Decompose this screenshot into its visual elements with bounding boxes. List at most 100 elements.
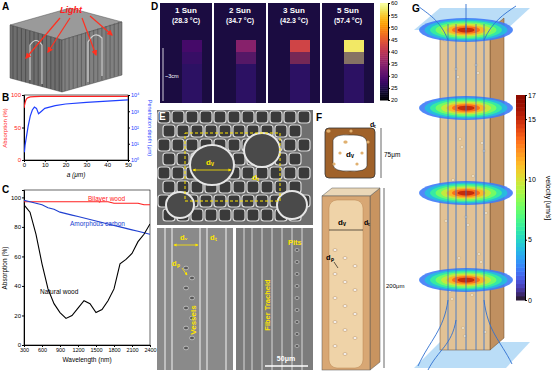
tick-label: 20 [391, 97, 398, 103]
colorbar-axis: 202530354045505560 [388, 0, 398, 103]
line [24, 202, 150, 205]
colorbar-cell [516, 185, 525, 190]
cell [158, 111, 170, 123]
pit [461, 327, 465, 329]
sample-top [236, 40, 256, 52]
tick-mark [388, 64, 390, 65]
tick: 5 [525, 236, 532, 243]
sample-body [344, 50, 364, 103]
panel-label: G [412, 3, 420, 14]
cell [163, 153, 175, 165]
cell-wall [199, 228, 201, 370]
light-arrow [82, 18, 96, 55]
sem-image [157, 228, 233, 370]
tick: 30 [84, 160, 91, 168]
tube-top [322, 188, 380, 196]
tick-label: 1800 [108, 347, 120, 353]
colorbar-cell [516, 230, 525, 235]
colorbar-cell [516, 263, 525, 268]
tick-mark [22, 160, 24, 161]
streamline [418, 6, 448, 40]
colorbar-cell [516, 259, 525, 264]
cell [186, 111, 198, 123]
cell [191, 125, 203, 137]
cell [261, 209, 273, 221]
pit-diameter-label: dₚ [326, 253, 334, 262]
streamline [476, 24, 477, 350]
colorbar-cell [516, 284, 525, 289]
pit [295, 321, 299, 324]
colorbar-cell [516, 267, 525, 272]
light-arrow [26, 18, 60, 58]
pit [333, 273, 337, 276]
cell [219, 209, 231, 221]
colorbar-cell [516, 247, 525, 252]
tick: 30 [388, 73, 398, 79]
pit [353, 313, 357, 316]
thickness-label: dₜ [210, 233, 217, 242]
grain [349, 129, 352, 132]
y-axis-title: Absorption (%) [2, 108, 8, 148]
grain [326, 129, 329, 132]
fiber [114, 23, 115, 76]
sample-body [236, 50, 256, 103]
sample-mid [236, 50, 256, 64]
cell [284, 167, 296, 179]
fiber [69, 38, 70, 90]
tick: 40 [14, 283, 24, 289]
pit [295, 345, 299, 348]
tick-mark [525, 179, 527, 180]
tick: 60 [14, 254, 24, 260]
pit [476, 72, 480, 74]
pointer [182, 268, 187, 275]
tick-label: 600 [38, 347, 47, 353]
cell [256, 111, 268, 123]
tick: 100 [11, 92, 24, 98]
cell-wall [251, 228, 252, 370]
panel-c: 3006009001200150018002100240002040608010… [1, 190, 157, 364]
streamline [428, 320, 456, 370]
pit [479, 261, 483, 263]
tick-mark [388, 52, 390, 53]
cell-wall [281, 228, 282, 370]
tick: 20 [388, 97, 398, 103]
fiber [118, 22, 119, 75]
thermal-background [160, 3, 212, 103]
tick-label: 10¹ [131, 141, 139, 147]
tick-label: 1500 [90, 347, 102, 353]
panel-label: C [2, 184, 9, 195]
pit [343, 329, 347, 332]
axis-line [526, 96, 528, 301]
tick-mark [22, 227, 24, 228]
cell [289, 153, 301, 165]
pit [333, 297, 337, 300]
pit [295, 297, 299, 300]
sun-label: 1 Sun [175, 6, 197, 15]
vessel [277, 191, 307, 219]
colorbar-cell [516, 124, 525, 129]
panel-a: Light [10, 5, 122, 92]
colorbar-cell [516, 280, 525, 285]
grain [327, 129, 330, 132]
fiber [21, 28, 22, 81]
thermal-background [214, 3, 266, 103]
tick-mark [388, 3, 390, 4]
tick-label: 30 [391, 73, 398, 79]
fiber [73, 36, 74, 88]
dimension [174, 245, 198, 246]
thermal-background [322, 3, 374, 103]
tick: 17 [525, 92, 536, 99]
scale-line [163, 48, 164, 101]
cell [284, 111, 296, 123]
cell [233, 125, 245, 137]
pit [484, 212, 488, 214]
tick-label: 10⁴ [131, 92, 140, 98]
tick: 0 [18, 342, 24, 348]
y2-axis-title: Penetration depth (μm) [147, 100, 153, 157]
series-label: Natural wood [40, 288, 79, 295]
colorbar-cell [516, 144, 525, 149]
pit [295, 249, 299, 252]
pit [333, 321, 337, 324]
cell [242, 111, 254, 123]
tick: 600 [38, 345, 47, 353]
